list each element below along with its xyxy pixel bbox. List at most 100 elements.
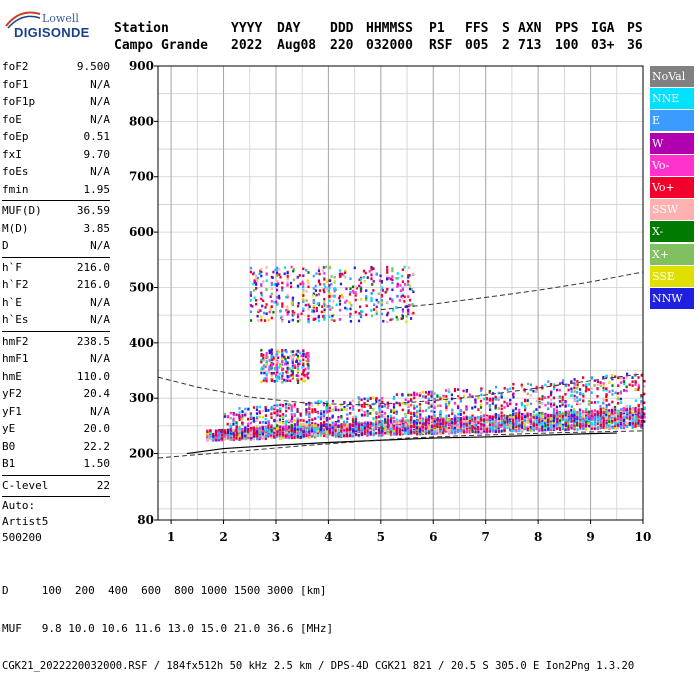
- echo-point: [591, 417, 593, 420]
- echo-point: [515, 430, 517, 433]
- echo-point: [307, 315, 309, 318]
- echo-point: [469, 393, 471, 396]
- echo-point: [326, 280, 328, 283]
- echo-point: [288, 320, 290, 323]
- echo-point: [501, 430, 503, 433]
- echo-point: [206, 430, 208, 433]
- echo-point: [364, 432, 366, 435]
- echo-point: [221, 437, 223, 440]
- echo-point: [364, 398, 366, 401]
- echo-point: [314, 429, 316, 432]
- echo-point: [486, 430, 488, 433]
- echo-point: [343, 435, 345, 438]
- echo-point: [367, 398, 369, 401]
- echo-point: [579, 416, 581, 419]
- echo-point: [355, 426, 357, 429]
- echo-point: [643, 407, 645, 410]
- echo-point: [419, 407, 421, 410]
- echo-point: [466, 389, 468, 392]
- echo-point: [550, 383, 552, 386]
- echo-point: [401, 393, 403, 396]
- echo-point: [416, 413, 418, 416]
- echo-point: [268, 434, 270, 437]
- echo-point: [576, 428, 578, 431]
- echo-point: [480, 406, 482, 409]
- echo-point: [576, 413, 578, 416]
- echo-point: [331, 307, 333, 310]
- echo-point: [262, 433, 264, 436]
- echo-point: [632, 414, 634, 417]
- echo-point: [276, 361, 278, 364]
- echo-point: [381, 301, 383, 304]
- echo-point: [495, 398, 497, 401]
- echo-point: [277, 409, 279, 412]
- echo-point: [241, 418, 243, 421]
- echo-point: [538, 426, 540, 429]
- echo-point: [393, 420, 395, 423]
- echo-point: [288, 407, 290, 410]
- echo-point: [294, 415, 296, 418]
- echo-point: [227, 423, 229, 426]
- echo-point: [349, 407, 351, 410]
- echo-point: [250, 304, 252, 307]
- echo-point: [352, 416, 354, 419]
- echo-point: [317, 400, 319, 403]
- echo-point: [527, 428, 529, 431]
- echo-point: [510, 429, 512, 432]
- echo-point: [512, 383, 514, 386]
- echo-point: [497, 423, 499, 426]
- echo-point: [375, 411, 377, 414]
- echo-point: [634, 383, 636, 386]
- echo-point: [332, 400, 334, 403]
- echo-point: [439, 411, 441, 414]
- echo-point: [318, 281, 320, 284]
- echo-point: [376, 313, 378, 316]
- echo-point: [629, 405, 631, 408]
- echo-point: [335, 406, 337, 409]
- echo-point: [289, 367, 291, 370]
- echo-point: [349, 308, 351, 311]
- echo-point: [486, 425, 488, 428]
- echo-point: [311, 408, 313, 411]
- echo-point: [457, 397, 459, 400]
- echo-point: [448, 431, 450, 434]
- echo-point: [284, 358, 286, 361]
- echo-point: [337, 416, 339, 419]
- echo-point: [355, 422, 357, 425]
- echo-point: [603, 422, 605, 425]
- echo-point: [294, 403, 296, 406]
- echo-point: [609, 425, 611, 428]
- echo-point: [515, 407, 517, 410]
- echo-point: [291, 266, 293, 269]
- echo-point: [596, 387, 598, 390]
- echo-point: [413, 407, 415, 410]
- echo-point: [263, 372, 265, 375]
- echo-point: [358, 397, 360, 400]
- echo-point: [597, 422, 599, 425]
- echo-point: [463, 425, 465, 428]
- echo-point: [296, 360, 298, 363]
- echo-point: [253, 406, 255, 409]
- echo-point: [282, 428, 284, 431]
- echo-point: [413, 426, 415, 429]
- echo-point: [623, 389, 625, 392]
- echo-point: [259, 412, 261, 415]
- echo-point: [571, 415, 573, 418]
- echo-point: [360, 282, 362, 285]
- echo-point: [603, 409, 605, 412]
- echo-point: [577, 383, 579, 386]
- echo-point: [562, 382, 564, 385]
- echo-point: [640, 415, 642, 418]
- echo-point: [445, 422, 447, 425]
- echo-point: [457, 425, 459, 428]
- echo-point: [562, 418, 564, 421]
- echo-point: [494, 396, 496, 399]
- echo-point: [259, 427, 261, 430]
- echo-point: [307, 358, 309, 361]
- echo-point: [266, 373, 268, 376]
- echo-point: [489, 430, 491, 433]
- echo-point: [579, 413, 581, 416]
- echo-point: [576, 423, 578, 426]
- echo-point: [623, 427, 625, 430]
- echo-point: [635, 423, 637, 426]
